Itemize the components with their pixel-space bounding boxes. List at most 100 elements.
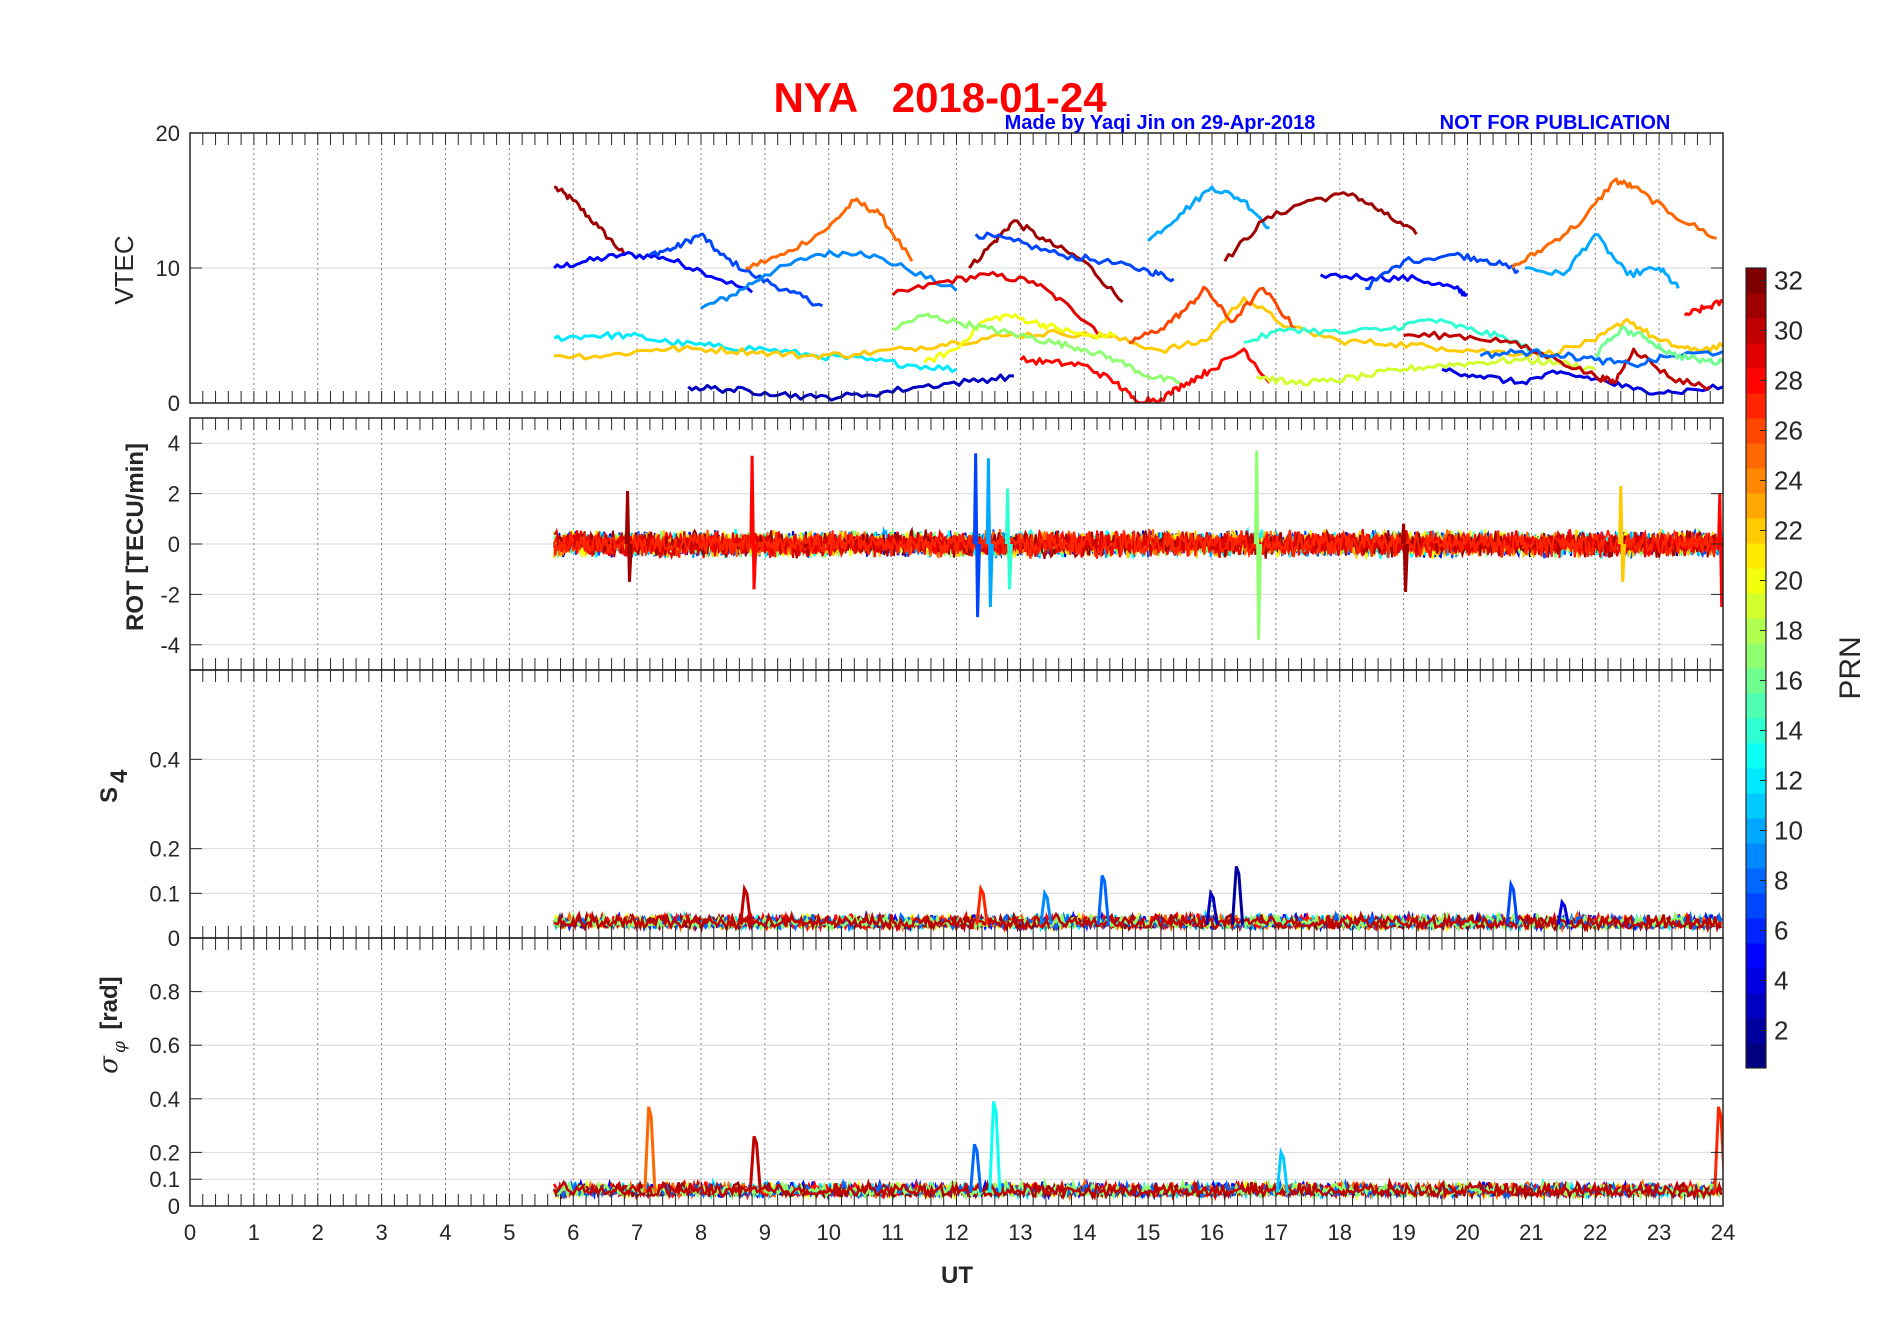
y-tick-label: 0.4 [149, 747, 180, 772]
y-tick-label: -2 [160, 582, 180, 607]
series-line [891, 270, 1105, 337]
y-tick-label: 2 [168, 482, 180, 507]
series-line [1129, 285, 1296, 344]
rot-series [553, 529, 1723, 559]
x-tick-label: 9 [759, 1220, 771, 1245]
colorbar-cell [1746, 343, 1766, 369]
colorbar-cell [1746, 468, 1766, 494]
colorbar-tick-label: 4 [1774, 966, 1788, 996]
x-tick-label: 10 [817, 1220, 841, 1245]
svg-text:S: S [96, 787, 123, 803]
colorbar-cell [1746, 718, 1766, 744]
x-tick-label: 15 [1136, 1220, 1160, 1245]
x-tick-label: 1 [248, 1220, 260, 1245]
colorbar-tick-label: 20 [1774, 566, 1803, 596]
colorbar-tick-label: 18 [1774, 616, 1803, 646]
series-line [1147, 185, 1270, 243]
index-series [552, 1177, 1723, 1202]
colorbar-cell [1746, 543, 1766, 569]
index-spike [643, 1106, 657, 1193]
x-tick-label: 24 [1711, 1220, 1735, 1245]
colorbar-cell [1746, 668, 1766, 694]
x-tick-label: 18 [1328, 1220, 1352, 1245]
colorbar-tick-label: 6 [1774, 916, 1788, 946]
x-tick-label: 20 [1455, 1220, 1479, 1245]
series-line [1403, 330, 1711, 391]
index-spike [988, 1101, 1002, 1193]
colorbar-cell [1746, 318, 1766, 344]
rot-spike [1400, 523, 1409, 592]
series-line [700, 249, 958, 310]
y-tick-label: 0.6 [149, 1033, 180, 1058]
colorbar-cell [1746, 293, 1766, 319]
x-tick-label: 6 [567, 1220, 579, 1245]
y-tick-label: 0.2 [149, 1140, 180, 1165]
x-tick-label: 8 [695, 1220, 707, 1245]
x-tick-label: 16 [1200, 1220, 1224, 1245]
y-tick-label: 0.1 [149, 1167, 180, 1192]
index-spike [1205, 888, 1219, 925]
notice-text: NOT FOR PUBLICATION [1440, 112, 1671, 134]
index-spike [975, 883, 989, 925]
colorbar-cell [1746, 918, 1766, 944]
svg-text:φ: φ [110, 1041, 130, 1053]
colorbar-cell [1746, 643, 1766, 669]
y-tick-label: -4 [160, 633, 180, 658]
y-tick-label: 20 [156, 121, 180, 146]
colorbar-tick-label: 12 [1774, 766, 1803, 796]
colorbar-cell [1746, 693, 1766, 719]
colorbar-tick-label: 26 [1774, 416, 1803, 446]
index-spike [1096, 874, 1111, 925]
svg-text:[rad]: [rad] [96, 976, 123, 1029]
colorbar-tick-label: 10 [1774, 816, 1803, 846]
x-tick-label: 22 [1583, 1220, 1607, 1245]
y-tick-label: 10 [156, 256, 180, 281]
x-tick-label: 2 [312, 1220, 324, 1245]
colorbar-tick-label: 24 [1774, 466, 1803, 496]
x-tick-label: 11 [881, 1220, 904, 1245]
x-tick-label: 5 [503, 1220, 515, 1245]
series-line [1524, 232, 1680, 289]
index-spike [1275, 1146, 1289, 1193]
series-line [1365, 251, 1520, 291]
index-series [553, 910, 1723, 934]
colorbar-cell [1746, 893, 1766, 919]
y-tick-label: 0 [168, 532, 180, 557]
index-spike [1039, 888, 1053, 925]
index-spike [1505, 878, 1519, 925]
colorbar-cell [1746, 268, 1766, 294]
s4-panel: 0 0.1 0.2 0.4 [149, 669, 1724, 951]
rot-panel: -4 -2 0 2 4 [160, 417, 1724, 671]
y-tick-label: 0.2 [149, 837, 180, 862]
colorbar-cell [1746, 1018, 1766, 1044]
series-line [892, 312, 1181, 385]
colorbar-cell [1746, 518, 1766, 544]
colorbar-cell [1746, 568, 1766, 594]
colorbar-cell [1746, 393, 1766, 419]
x-tick-label: 7 [631, 1220, 643, 1245]
series-line [553, 185, 626, 256]
series-line [1223, 191, 1418, 263]
colorbar-cell [1746, 768, 1766, 794]
colorbar-tick-label: 30 [1774, 316, 1803, 346]
s4-ylabel: S 4 [96, 769, 133, 803]
x-tick-label: 19 [1391, 1220, 1415, 1245]
x-tick-label: 17 [1264, 1220, 1288, 1245]
colorbar-cell [1746, 368, 1766, 394]
series-line [649, 232, 824, 308]
y-tick-label: 0 [168, 391, 180, 416]
colorbar-cell [1746, 593, 1766, 619]
x-axis-label: UT [941, 1262, 973, 1289]
colorbar-tick-label: 32 [1774, 266, 1803, 296]
vtec-panel: 0 10 20 [156, 121, 1724, 416]
index-spike [969, 1143, 983, 1193]
colorbar-tick-label: 28 [1774, 366, 1803, 396]
rot-spike [749, 455, 758, 590]
colorbar-cell [1746, 1043, 1766, 1069]
index-spike [739, 883, 753, 925]
sigma-phi-panel: 00.10.2 0.4 0.6 0.8 [149, 937, 1724, 1219]
rot-spike [624, 491, 633, 582]
